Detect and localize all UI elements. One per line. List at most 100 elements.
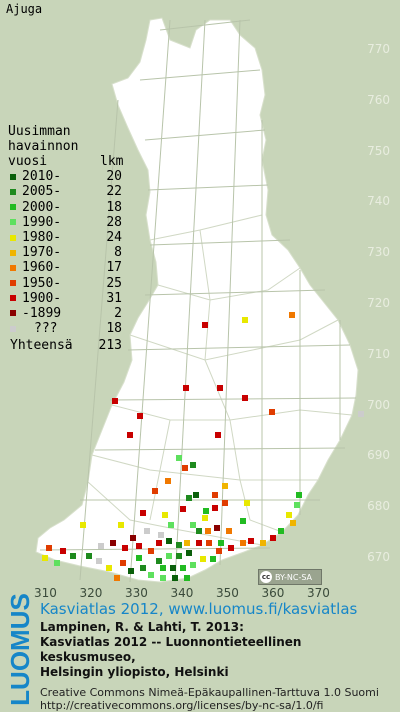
legend-swatch bbox=[10, 173, 16, 180]
legend: Uusimman havainnon vuosi lkm 2010- 20 2005… bbox=[8, 124, 123, 353]
cc-license-badge[interactable]: cc BY-NC-SA bbox=[258, 569, 322, 585]
license-line: Creative Commons Nimeä-Epäkaupallinen-Ta… bbox=[40, 686, 379, 699]
legend-total-count: 213 bbox=[98, 338, 122, 354]
observation-square bbox=[186, 550, 192, 556]
observation-square bbox=[244, 500, 250, 506]
reference-line: Lampinen, R. & Lahti, T. 2013: bbox=[40, 620, 244, 634]
finland-land bbox=[35, 17, 359, 583]
legend-swatch bbox=[10, 280, 16, 287]
observation-square bbox=[216, 548, 222, 554]
kasviatlas-link[interactable]: Kasviatlas 2012, www.luomus.fi/kasviatla… bbox=[40, 600, 358, 618]
y-tick-label: 700 bbox=[367, 397, 390, 412]
observation-square bbox=[240, 540, 246, 546]
observation-square bbox=[180, 506, 186, 512]
observation-square bbox=[242, 395, 248, 401]
observation-square bbox=[294, 502, 300, 508]
y-tick-label: 710 bbox=[367, 346, 390, 361]
x-tick-label: 360 bbox=[261, 586, 285, 600]
observation-square bbox=[42, 555, 48, 561]
legend-column-heads: vuosi lkm bbox=[8, 154, 123, 169]
observation-square bbox=[106, 565, 112, 571]
license-url[interactable]: http://creativecommons.org/licenses/by-n… bbox=[40, 699, 324, 712]
observation-square bbox=[46, 545, 52, 551]
observation-square bbox=[160, 575, 166, 581]
cc-icon: cc bbox=[260, 571, 272, 583]
legend-row: -1899 2 bbox=[8, 306, 123, 321]
legend-swatch bbox=[10, 234, 16, 241]
observation-square bbox=[98, 543, 104, 549]
observation-square bbox=[96, 558, 102, 564]
observation-square bbox=[228, 545, 234, 551]
observation-square bbox=[205, 528, 211, 534]
finland-map bbox=[35, 17, 364, 583]
legend-total-label: Yhteensä bbox=[10, 338, 73, 354]
observation-square bbox=[80, 522, 86, 528]
observation-square bbox=[170, 565, 176, 571]
y-tick-label: 690 bbox=[367, 448, 390, 463]
legend-count: 28 bbox=[106, 214, 122, 230]
legend-label: 1990- bbox=[22, 214, 62, 230]
observation-square bbox=[270, 535, 276, 541]
reference-line: Kasviatlas 2012 -- Luonnontieteellinen k… bbox=[40, 635, 302, 664]
legend-label: -1899 bbox=[22, 305, 62, 321]
observation-square bbox=[215, 432, 221, 438]
observation-square bbox=[182, 465, 188, 471]
observation-square bbox=[290, 520, 296, 526]
observation-square bbox=[222, 500, 228, 506]
y-tick-label: 750 bbox=[367, 143, 390, 158]
observation-square bbox=[166, 538, 172, 544]
observation-square bbox=[218, 540, 224, 546]
observation-square bbox=[206, 540, 212, 546]
legend-swatch bbox=[10, 249, 16, 256]
legend-row: 1980- 24 bbox=[8, 230, 123, 245]
legend-row: 1990- 28 bbox=[8, 215, 123, 230]
observation-square bbox=[193, 492, 199, 498]
x-tick-label: 320 bbox=[79, 586, 103, 600]
species-title: Ajuga bbox=[6, 2, 43, 16]
observation-square bbox=[289, 312, 295, 318]
observation-square bbox=[176, 542, 182, 548]
x-tick-label: 370 bbox=[307, 586, 330, 600]
legend-label: 1960- bbox=[22, 260, 62, 276]
legend-count: 2 bbox=[114, 305, 122, 321]
observation-square bbox=[296, 492, 302, 498]
y-tick-label: 680 bbox=[367, 499, 390, 514]
legend-count: 22 bbox=[106, 184, 122, 200]
observation-square bbox=[202, 322, 208, 328]
legend-swatch bbox=[10, 219, 16, 226]
observation-square bbox=[226, 528, 232, 534]
legend-count: 8 bbox=[114, 245, 122, 261]
legend-heading-2: havainnon bbox=[8, 139, 79, 154]
observation-square bbox=[190, 522, 196, 528]
observation-square bbox=[165, 478, 171, 484]
observation-square bbox=[212, 492, 218, 498]
license-text: Creative Commons Nimeä-Epäkaupallinen-Ta… bbox=[40, 686, 400, 712]
observation-square bbox=[148, 548, 154, 554]
legend-count: 18 bbox=[106, 321, 122, 337]
observation-square bbox=[248, 538, 254, 544]
observation-square bbox=[184, 575, 190, 581]
observation-square bbox=[176, 553, 182, 559]
legend-col-year: vuosi bbox=[8, 154, 48, 170]
observation-square bbox=[166, 553, 172, 559]
x-tick-label: 330 bbox=[125, 586, 148, 600]
legend-row: 1970- 8 bbox=[8, 245, 123, 260]
observation-square bbox=[86, 553, 92, 559]
x-tick-label: 310 bbox=[34, 586, 57, 600]
legend-label: 2010- bbox=[22, 169, 62, 185]
x-tick-label: 350 bbox=[216, 586, 239, 600]
observation-square bbox=[54, 560, 60, 566]
legend-count: 25 bbox=[106, 275, 122, 291]
observation-square bbox=[148, 572, 154, 578]
observation-square bbox=[120, 560, 126, 566]
y-tick-label: 770 bbox=[367, 42, 390, 56]
observation-square bbox=[190, 562, 196, 568]
observation-square bbox=[196, 528, 202, 534]
legend-count: 17 bbox=[106, 260, 122, 276]
observation-square bbox=[144, 528, 150, 534]
observation-square bbox=[158, 532, 164, 538]
y-tick-label: 720 bbox=[367, 296, 390, 310]
reference-text: Lampinen, R. & Lahti, T. 2013: Kasviatla… bbox=[40, 620, 400, 680]
observation-square bbox=[286, 512, 292, 518]
observation-square bbox=[183, 385, 189, 391]
